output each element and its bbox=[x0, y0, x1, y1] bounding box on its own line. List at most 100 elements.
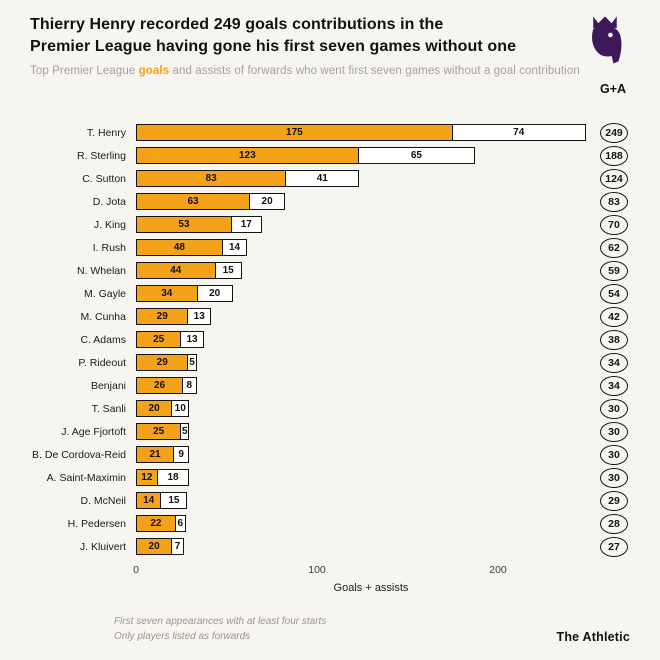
total-ga-badge: 188 bbox=[600, 145, 628, 166]
assists-value: 13 bbox=[186, 334, 198, 346]
goals-value: 34 bbox=[161, 288, 173, 300]
assists-bar-segment: 74 bbox=[451, 124, 586, 142]
chart-row: P. Rideout 29 5 34 bbox=[30, 351, 630, 374]
subtitle-highlight: goals bbox=[138, 65, 170, 78]
bar-group: 34 20 bbox=[136, 285, 233, 303]
bar-group: 26 8 bbox=[136, 377, 197, 395]
goals-bar-segment: 20 bbox=[136, 538, 173, 556]
chart-row: M. Cunha 29 13 42 bbox=[30, 305, 630, 328]
total-ga-badge: 30 bbox=[600, 398, 628, 419]
chart-row: R. Sterling 123 65 188 bbox=[30, 144, 630, 167]
player-label: P. Rideout bbox=[78, 356, 126, 369]
assists-bar-segment: 10 bbox=[171, 400, 190, 418]
bar-group: 20 7 bbox=[136, 538, 184, 556]
chart-row: T. Henry 175 74 249 bbox=[30, 121, 630, 144]
goals-bar-segment: 63 bbox=[136, 193, 251, 211]
assists-bar-segment: 20 bbox=[249, 193, 286, 211]
goals-value: 123 bbox=[238, 150, 256, 162]
chart-row: M. Gayle 34 20 54 bbox=[30, 282, 630, 305]
total-ga-badge: 62 bbox=[600, 237, 628, 258]
assists-value: 15 bbox=[168, 495, 180, 507]
footnote-1: First seven appearances with at least fo… bbox=[114, 616, 327, 628]
total-ga-badge: 29 bbox=[600, 490, 628, 511]
assists-value: 18 bbox=[167, 472, 179, 484]
bar-group: 20 10 bbox=[136, 400, 190, 418]
goals-bar-segment: 123 bbox=[136, 147, 359, 165]
player-label: C. Adams bbox=[80, 333, 126, 346]
total-ga-badge: 42 bbox=[600, 306, 628, 327]
bar-group: 25 5 bbox=[136, 423, 190, 441]
the-athletic-wordmark: The Athletic bbox=[556, 630, 630, 644]
chart-subtitle: Top Premier League goals and assists of … bbox=[30, 65, 630, 77]
assists-value: 15 bbox=[222, 265, 234, 277]
assists-value: 9 bbox=[178, 449, 184, 461]
assists-bar-segment: 13 bbox=[180, 331, 204, 349]
goals-value: 21 bbox=[149, 449, 161, 461]
assists-value: 10 bbox=[174, 403, 186, 415]
assists-value: 5 bbox=[181, 426, 188, 438]
footnotes: First seven appearances with at least fo… bbox=[114, 614, 630, 644]
bar-group: 48 14 bbox=[136, 239, 248, 257]
bar-group: 175 74 bbox=[136, 124, 586, 142]
player-label: H. Pedersen bbox=[67, 517, 126, 530]
goals-bar-segment: 25 bbox=[136, 331, 182, 349]
footnote-2: Only players listed as forwards bbox=[114, 631, 251, 643]
x-axis-tick: 100 bbox=[308, 564, 326, 577]
bar-group: 44 15 bbox=[136, 262, 242, 280]
goals-value: 48 bbox=[173, 242, 185, 254]
goals-bar-segment: 12 bbox=[136, 469, 158, 487]
header: Thierry Henry recorded 249 goals contrib… bbox=[30, 14, 630, 77]
player-label: R. Sterling bbox=[76, 149, 126, 162]
goals-value: 63 bbox=[187, 196, 199, 208]
goals-bar-segment: 175 bbox=[136, 124, 453, 142]
player-label: J. Kluivert bbox=[79, 540, 126, 553]
assists-bar-segment: 7 bbox=[171, 538, 184, 556]
total-ga-badge: 70 bbox=[600, 214, 628, 235]
total-ga-badge: 83 bbox=[600, 191, 628, 212]
assists-value: 74 bbox=[513, 127, 525, 139]
player-label: T. Henry bbox=[86, 126, 126, 139]
chart-row: D. McNeil 14 15 29 bbox=[30, 489, 630, 512]
chart-row: J. King 53 17 70 bbox=[30, 213, 630, 236]
goals-bar-segment: 22 bbox=[136, 515, 176, 533]
assists-value: 20 bbox=[261, 196, 273, 208]
goals-bar-segment: 20 bbox=[136, 400, 173, 418]
assists-bar-segment: 65 bbox=[357, 147, 476, 165]
goals-value: 83 bbox=[205, 173, 217, 185]
chart-row: N. Whelan 44 15 59 bbox=[30, 259, 630, 282]
assists-bar-segment: 41 bbox=[285, 170, 360, 188]
goals-value: 26 bbox=[153, 380, 166, 392]
total-ga-badge: 30 bbox=[600, 467, 628, 488]
assists-value: 8 bbox=[186, 380, 193, 392]
chart-row: B. De Cordova-Reid 21 9 30 bbox=[30, 443, 630, 466]
player-label: C. Sutton bbox=[82, 172, 126, 185]
bar-group: 29 5 bbox=[136, 354, 197, 372]
chart-row: T. Sanli 20 10 30 bbox=[30, 397, 630, 420]
subtitle-suffix: and assists of forwards who went first s… bbox=[169, 65, 580, 78]
player-label: M. Gayle bbox=[83, 287, 126, 300]
goals-value: 53 bbox=[178, 219, 190, 231]
player-label: A. Saint-Maximin bbox=[46, 471, 126, 484]
player-label: Benjani bbox=[90, 379, 126, 392]
assists-bar-segment: 5 bbox=[180, 423, 190, 441]
bar-group: 14 15 bbox=[136, 492, 188, 510]
goals-value: 29 bbox=[156, 357, 168, 369]
chart-row: D. Jota 63 20 83 bbox=[30, 190, 630, 213]
player-label: I. Rush bbox=[92, 241, 126, 254]
goals-value: 12 bbox=[141, 472, 153, 484]
chart-row: C. Adams 25 13 38 bbox=[30, 328, 630, 351]
bar-group: 22 6 bbox=[136, 515, 186, 533]
bar-group: 21 9 bbox=[136, 446, 190, 464]
assists-value: 14 bbox=[228, 242, 241, 254]
assists-value: 20 bbox=[209, 288, 221, 300]
goals-bar-segment: 44 bbox=[136, 262, 216, 280]
goals-bar-segment: 53 bbox=[136, 216, 232, 234]
total-ga-badge: 54 bbox=[600, 283, 628, 304]
chart-row: J. Kluivert 20 7 27 bbox=[30, 535, 630, 558]
assists-bar-segment: 17 bbox=[230, 216, 262, 234]
title-line-1: Thierry Henry recorded 249 goals contrib… bbox=[30, 16, 444, 33]
bar-group: 83 41 bbox=[136, 170, 360, 188]
goals-value: 22 bbox=[150, 518, 162, 530]
total-ga-badge: 249 bbox=[600, 122, 628, 143]
